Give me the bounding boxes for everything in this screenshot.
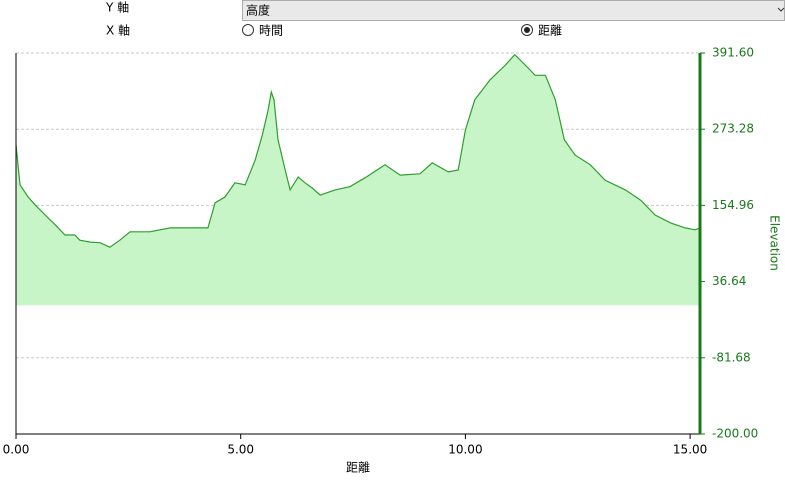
area-fill <box>16 54 700 306</box>
y2-tick-label: 391.60 <box>712 46 754 60</box>
y-axis-label: Y 軸 <box>105 1 129 15</box>
radio-button[interactable] <box>242 24 254 36</box>
y2-tick-label: 36.64 <box>712 274 746 288</box>
dropdown-arrow <box>777 7 785 12</box>
y2-axis-title: Elevation <box>768 215 782 271</box>
elevation-line <box>15 53 701 248</box>
x-tick-label: 10.00 <box>448 443 482 457</box>
y2-tick-label: -81.68 <box>712 350 751 364</box>
radio-dot <box>524 27 530 33</box>
y2-tick-label: 273.28 <box>712 122 754 136</box>
x-axis-label: X 軸 <box>106 24 130 38</box>
x-tick-label: 15.00 <box>673 443 707 457</box>
radio-label: 時間 <box>259 24 283 38</box>
x-tick-label: 0.00 <box>3 443 30 457</box>
x-tick-label: 5.00 <box>227 443 254 457</box>
y2-tick-label: -200.00 <box>712 427 758 441</box>
radio-label: 距離 <box>538 24 562 38</box>
y2-tick-label: 154.96 <box>712 198 754 212</box>
x-axis-title: 距離 <box>346 461 370 475</box>
y-axis-dropdown[interactable] <box>242 0 785 21</box>
dropdown-value: 高度 <box>246 3 270 18</box>
